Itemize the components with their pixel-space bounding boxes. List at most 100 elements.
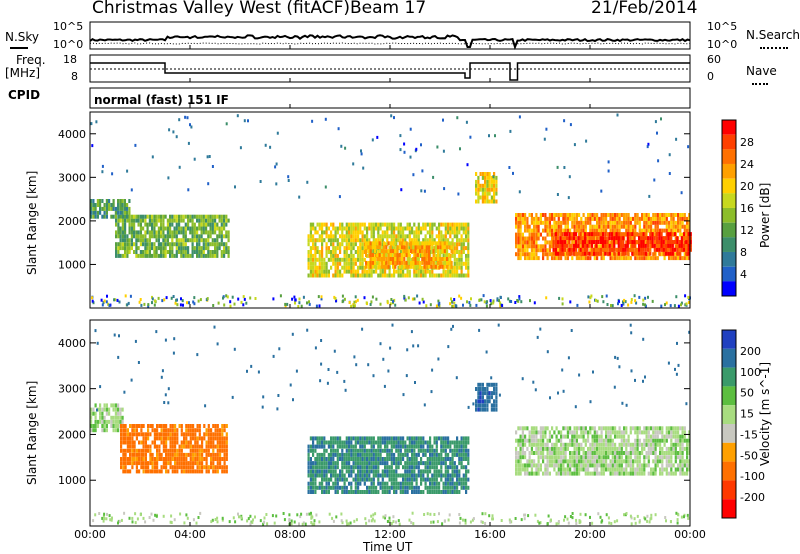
heatmap-cell <box>631 247 634 252</box>
heatmap-cell <box>309 469 312 474</box>
heatmap-cell <box>447 269 450 274</box>
heatmap-cell <box>378 264 381 269</box>
heatmap-cell <box>526 256 529 261</box>
heatmap-cell <box>626 243 629 248</box>
heatmap-cell <box>182 242 185 247</box>
heatmap-cell <box>321 469 324 474</box>
heatmap-cell <box>298 297 301 301</box>
heatmap-cell <box>563 119 566 123</box>
heatmap-cell <box>438 452 441 457</box>
heatmap-cell <box>425 245 428 250</box>
heatmap-cell <box>321 257 324 262</box>
heatmap-cell <box>588 240 591 244</box>
heatmap-cell <box>160 452 163 457</box>
heatmap-cell <box>578 426 581 431</box>
heatmap-cell <box>123 210 126 215</box>
heatmap-cell <box>429 303 432 307</box>
heatmap-cell <box>680 191 683 195</box>
heatmap-cell <box>325 250 328 254</box>
heatmap-cell <box>675 295 678 299</box>
heatmap-cell <box>318 436 321 441</box>
heatmap-cell <box>566 463 569 468</box>
heatmap-cell <box>381 436 384 441</box>
heatmap-cell <box>175 253 178 258</box>
heatmap-cell <box>142 242 145 247</box>
heatmap-cell <box>386 226 389 231</box>
heatmap-cell <box>180 440 183 445</box>
heatmap-cell <box>388 485 391 490</box>
heatmap-cell <box>668 172 671 175</box>
heatmap-cell <box>175 218 178 223</box>
heatmap-cell <box>352 242 355 247</box>
heatmap-cell <box>137 230 140 235</box>
heatmap-cell <box>174 448 177 453</box>
heatmap-cell <box>524 256 527 261</box>
heatmap-cell <box>209 230 212 235</box>
heatmap-cell <box>168 128 171 132</box>
heatmap-cell <box>208 155 211 158</box>
y-tick-label: 4000 <box>58 128 86 141</box>
heatmap-cell <box>676 243 679 248</box>
heatmap-cell <box>334 238 337 243</box>
heatmap-cell <box>600 220 603 225</box>
heatmap-cell <box>467 436 470 441</box>
heatmap-cell <box>151 218 154 223</box>
heatmap-cell <box>128 246 131 251</box>
heatmap-cell <box>490 187 493 192</box>
heatmap-cell <box>171 452 174 457</box>
heatmap-cell <box>460 440 463 445</box>
heatmap-cell <box>205 230 208 235</box>
heatmap-cell <box>117 424 120 428</box>
heatmap-cell <box>354 234 357 239</box>
heatmap-cell <box>555 434 558 439</box>
heatmap-cell <box>415 238 418 243</box>
heatmap-cell <box>411 490 414 494</box>
heatmap-cell <box>126 428 129 433</box>
heatmap-cell <box>318 485 321 490</box>
heatmap-cell <box>130 214 133 219</box>
heatmap-cell <box>596 213 599 217</box>
heatmap-cell <box>660 240 663 244</box>
heatmap-cell <box>567 196 570 200</box>
heatmap-cell <box>479 195 482 200</box>
heatmap-cell <box>417 273 420 278</box>
heatmap-cell <box>422 273 425 278</box>
heatmap-cell <box>184 222 187 227</box>
heatmap-cell <box>388 452 391 457</box>
heatmap-cell <box>352 222 355 227</box>
heatmap-cell <box>381 481 384 486</box>
heatmap-cell <box>225 122 228 126</box>
heatmap-cell <box>395 461 398 466</box>
heatmap-cell <box>443 187 446 191</box>
heatmap-cell <box>677 224 680 229</box>
heatmap-cell <box>128 238 131 243</box>
heatmap-cell <box>352 253 355 258</box>
heatmap-cell <box>387 241 390 246</box>
heatmap-cell <box>184 115 187 119</box>
heatmap-cell <box>526 459 529 464</box>
heatmap-cell <box>412 249 415 254</box>
heatmap-cell <box>482 294 485 298</box>
heatmap-cell <box>156 432 159 437</box>
heatmap-cell <box>433 469 436 474</box>
heatmap-cell <box>158 457 161 461</box>
heatmap-cell <box>396 249 399 254</box>
heatmap-cell <box>548 459 551 464</box>
heatmap-cell <box>151 297 154 301</box>
heatmap-cell <box>458 257 461 262</box>
heatmap-cell <box>124 452 127 457</box>
heatmap-cell <box>486 191 489 196</box>
heatmap-cell <box>493 195 496 200</box>
heatmap-cell <box>114 424 117 428</box>
heatmap-cell <box>551 463 554 468</box>
heatmap-cell <box>352 461 355 466</box>
heatmap-cell <box>581 240 584 244</box>
heatmap-cell <box>198 432 201 437</box>
heatmap-cell <box>153 253 156 258</box>
heatmap-cell <box>623 220 626 225</box>
heatmap-cell <box>339 477 342 482</box>
heatmap-cell <box>417 269 420 274</box>
heatmap-cell <box>654 213 657 217</box>
heatmap-cell <box>183 469 186 474</box>
heatmap-cell <box>205 457 208 461</box>
